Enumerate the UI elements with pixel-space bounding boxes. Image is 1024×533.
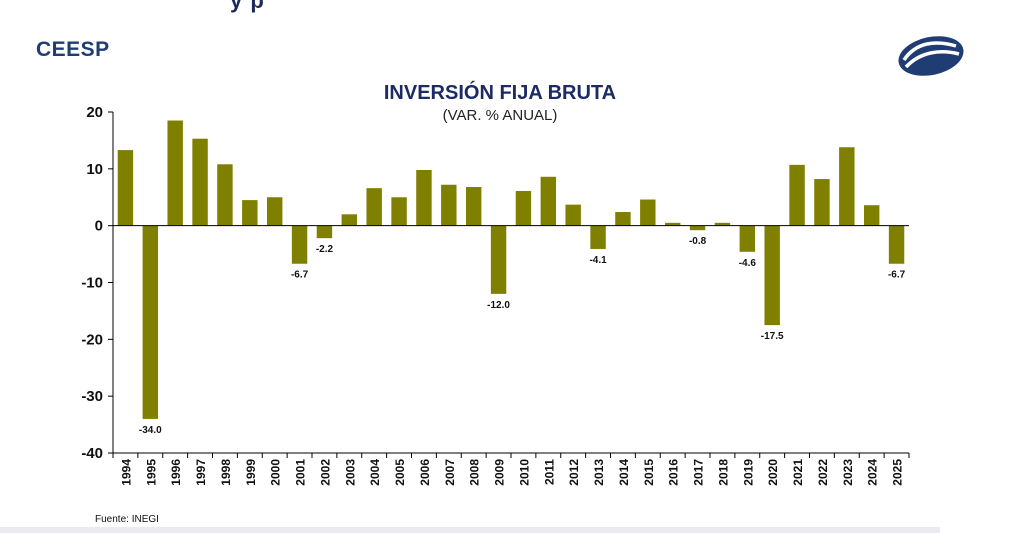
bar (192, 138, 208, 226)
x-tick-label: 2020 (766, 459, 780, 486)
bar (416, 169, 432, 226)
x-tick-label: 2011 (542, 459, 556, 485)
y-tick-label: 20 (86, 104, 103, 121)
y-tick-label: 0 (95, 218, 103, 235)
bar (689, 225, 706, 231)
data-label: -2.2 (316, 244, 334, 255)
bar (565, 204, 581, 226)
x-tick-label: 2003 (343, 459, 357, 486)
y-tick-label: 10 (86, 161, 103, 178)
x-tick-label: 2000 (269, 459, 283, 486)
x-tick-label: 2012 (567, 459, 581, 486)
bar (664, 222, 681, 226)
x-tick-label: 2015 (642, 459, 656, 486)
x-tick-label: 2014 (617, 459, 631, 486)
x-tick-label: 1995 (144, 459, 158, 486)
bar (217, 164, 233, 226)
x-tick-label: 2006 (418, 459, 432, 486)
x-tick-label: 2010 (517, 459, 531, 486)
data-label: -4.6 (739, 258, 757, 269)
bar (242, 200, 258, 226)
x-tick-label: 2008 (468, 459, 482, 486)
data-label: -12.0 (487, 300, 510, 311)
bar (739, 225, 756, 252)
bar (540, 176, 557, 226)
bar (814, 179, 830, 226)
chart-subtitle: (VAR. % ANUAL) (442, 107, 558, 124)
x-tick-label: 2017 (692, 459, 706, 486)
x-tick-label: 2005 (393, 459, 407, 486)
x-tick-label: 1999 (244, 459, 258, 486)
y-tick-label: -20 (81, 331, 103, 348)
ceesp-logo-icon (898, 36, 964, 76)
data-label: -6.7 (291, 270, 309, 281)
x-tick-label: 2001 (294, 459, 308, 486)
x-tick-label: 1997 (194, 459, 208, 486)
x-axis: 1994 1995 1996 1997 1998 1999 2000 2001 2002 2003… (112, 225, 910, 486)
y-tick-label: -10 (81, 275, 103, 292)
x-tick-label: 2021 (791, 459, 805, 486)
bar (142, 225, 159, 419)
bar (615, 212, 631, 226)
bar (764, 225, 780, 326)
bar (640, 199, 656, 226)
bar (441, 184, 457, 226)
x-tick-label: 2022 (816, 459, 830, 486)
bar (366, 188, 382, 226)
bars-group (117, 120, 905, 419)
partial-header-text: y p (230, 0, 265, 13)
bar (789, 164, 805, 226)
bar (590, 225, 606, 249)
bar (117, 150, 134, 226)
data-label: -0.8 (689, 236, 707, 247)
x-tick-label: 2023 (841, 459, 855, 486)
y-tick-label: -30 (81, 388, 103, 405)
bar (515, 190, 532, 226)
x-tick-label: 2013 (592, 459, 606, 486)
x-tick-label: 2004 (368, 459, 382, 486)
x-tick-label: 2016 (667, 459, 681, 486)
bar (714, 222, 731, 226)
x-tick-label: 2018 (716, 459, 730, 486)
bar (863, 205, 880, 226)
y-tick-label: -40 (81, 445, 103, 462)
data-label: -6.7 (888, 270, 906, 281)
x-tick-label: 2009 (493, 459, 507, 486)
x-tick-label: 2019 (741, 459, 755, 486)
data-label: -34.0 (139, 425, 162, 436)
y-axis: 20 10 0 -10 -20 -30 -40 (81, 104, 114, 462)
bottom-strip (0, 527, 940, 533)
bar (266, 197, 283, 226)
bar (391, 197, 407, 226)
x-tick-label: 1994 (119, 459, 133, 486)
source-note: Fuente: INEGI (95, 514, 159, 525)
x-tick-label: 2025 (891, 459, 905, 486)
bar (839, 147, 855, 226)
x-tick-label: 2024 (866, 459, 880, 486)
bar (316, 225, 333, 239)
bar (341, 214, 358, 226)
x-tick-label: 2002 (318, 459, 332, 486)
bar (291, 225, 308, 264)
chart-title: INVERSIÓN FIJA BRUTA (383, 82, 617, 104)
bar (490, 225, 507, 294)
bar (465, 187, 482, 226)
bar (888, 225, 905, 264)
data-label: -4.1 (589, 255, 607, 266)
data-label: -17.5 (761, 331, 784, 342)
x-tick-label: 1996 (169, 459, 183, 486)
brand-name: CEESP (36, 38, 110, 61)
x-tick-label: 2007 (443, 459, 457, 486)
data-labels-group: -34.0 -6.7 -2.2 -12.0 -4.1 -0.8 -4.6 -17.5 -6.7 (139, 236, 906, 436)
x-tick-label: 1998 (219, 459, 233, 486)
bar (167, 120, 183, 226)
